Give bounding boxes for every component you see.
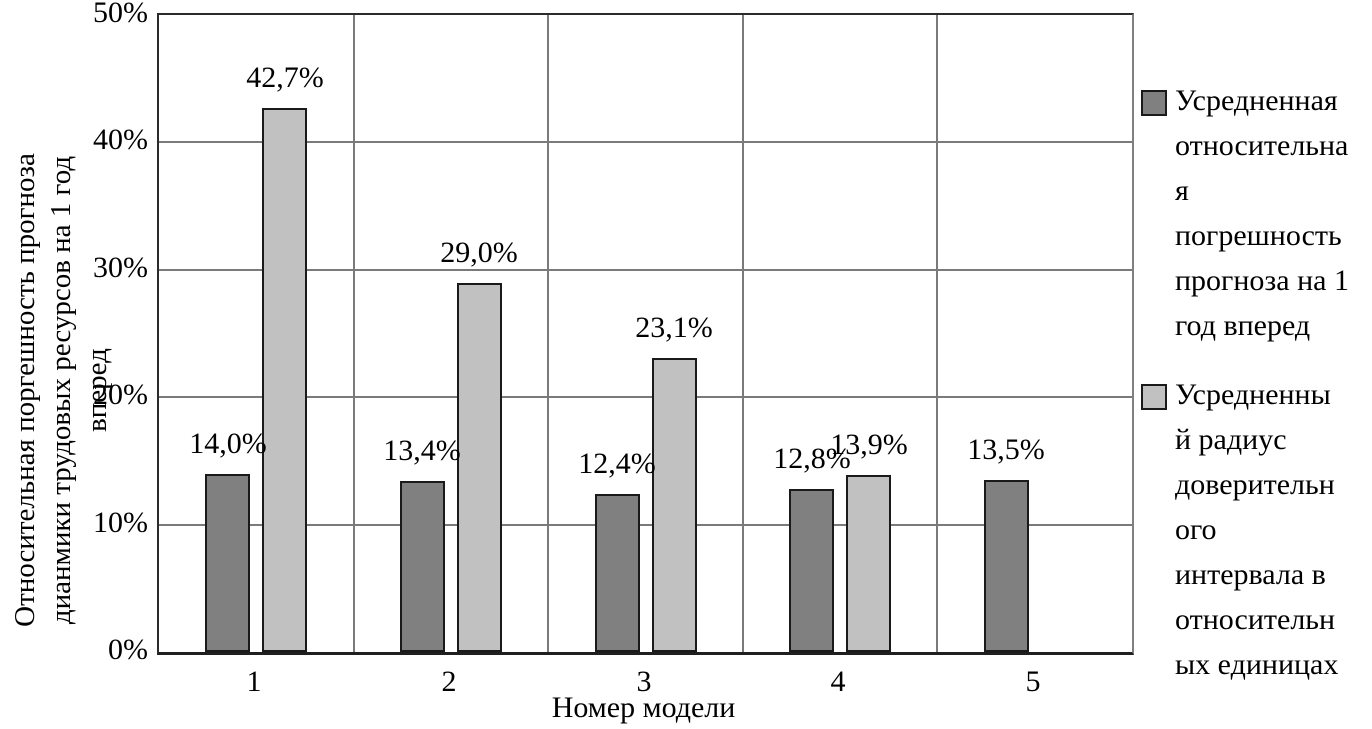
legend-label-series1: Усредненная относительна я погрешность п… <box>1175 84 1349 342</box>
bar-series1-model1 <box>205 474 250 652</box>
data-label-series1-model4: 12,8% <box>773 442 851 475</box>
horizontal-gridline <box>159 269 1132 271</box>
legend-label-series2: Усредненны й радиус доверительн ого инте… <box>1175 378 1339 681</box>
x-tick-label: 5 <box>1025 665 1041 698</box>
vertical-gridline <box>547 15 549 652</box>
y-tick-label: 20% <box>93 378 148 411</box>
data-label-series1-model3: 12,4% <box>578 447 656 480</box>
data-label-series1-model1: 14,0% <box>189 427 267 460</box>
legend-swatch-series1 <box>1141 90 1167 116</box>
y-tick-label: 10% <box>93 506 148 539</box>
horizontal-gridline <box>159 396 1132 398</box>
legend: Усредненная относительна я погрешность п… <box>1141 0 1372 729</box>
x-axis-title: Номер модели <box>551 691 736 724</box>
y-tick-label: 0% <box>108 633 148 666</box>
bar-series2-model3 <box>652 358 697 652</box>
data-label-series1-model2: 13,4% <box>383 434 461 467</box>
x-tick-label: 1 <box>246 665 262 698</box>
y-tick-label: 40% <box>93 123 148 156</box>
x-tick-label: 2 <box>441 665 457 698</box>
y-tick-label: 50% <box>93 0 148 29</box>
bar-series2-model2 <box>457 283 502 652</box>
bar-series2-model1 <box>262 108 307 652</box>
bar-series1-model2 <box>400 481 445 652</box>
bar-series2-model4 <box>846 475 891 652</box>
x-tick-label: 4 <box>830 665 846 698</box>
data-label-series2-model1: 42,7% <box>246 61 324 94</box>
vertical-gridline <box>936 15 938 652</box>
legend-swatch-series2 <box>1141 384 1167 410</box>
horizontal-gridline <box>159 524 1132 526</box>
data-label-series1-model5: 13,5% <box>967 433 1045 466</box>
bar-series1-model3 <box>595 494 640 652</box>
x-tick-label: 3 <box>636 665 652 698</box>
horizontal-gridline <box>159 141 1132 143</box>
bar-series1-model4 <box>789 489 834 652</box>
vertical-gridline <box>353 15 355 652</box>
data-label-series2-model3: 23,1% <box>635 311 713 344</box>
y-tick-label: 30% <box>93 251 148 284</box>
legend-item-series2: Усредненны й радиус доверительн ого инте… <box>1141 372 1372 687</box>
plot-area: 14,0% 42,7% 13,4% 29,0% 12,4% 23,1% 12,8% 13,9%… <box>157 13 1134 655</box>
data-label-series2-model2: 29,0% <box>440 236 518 269</box>
data-label-series2-model4: 13,9% <box>830 428 908 461</box>
vertical-gridline <box>742 15 744 652</box>
legend-item-series1: Усредненная относительна я погрешность п… <box>1141 78 1372 348</box>
bar-series1-model5 <box>984 480 1029 652</box>
